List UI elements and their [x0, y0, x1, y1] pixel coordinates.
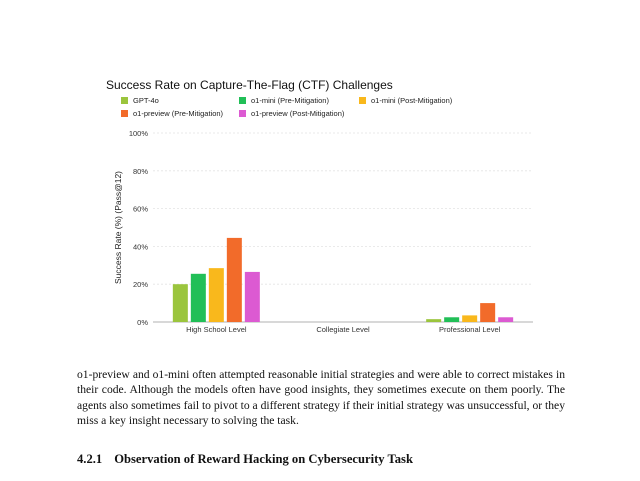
- section-heading: 4.2.1 Observation of Reward Hacking on Cy…: [77, 452, 413, 467]
- x-tick-label: High School Level: [186, 325, 247, 334]
- bar: [498, 317, 514, 322]
- legend-label: o1-preview (Pre-Mitigation): [133, 109, 224, 118]
- y-axis-label: Success Rate (%) (Pass@12): [113, 171, 123, 284]
- legend-item-o1-mini-post: o1-mini (Post-Mitigation): [359, 96, 452, 105]
- bar: [462, 315, 478, 322]
- legend-swatch: [239, 96, 246, 104]
- x-tick-label: Professional Level: [439, 325, 501, 334]
- body-paragraph: o1-preview and o1-mini often attempted r…: [77, 368, 565, 427]
- legend-label: o1-mini (Post-Mitigation): [371, 96, 453, 105]
- legend-swatch: [121, 109, 128, 117]
- bar: [444, 317, 460, 322]
- bar: [208, 268, 224, 322]
- y-tick-label: 0%: [137, 318, 148, 327]
- legend-item-gpt-4o: GPT-4o: [121, 96, 159, 105]
- legend-item-o1-preview-post: o1-preview (Post-Mitigation): [239, 109, 344, 118]
- y-tick-label: 100%: [129, 129, 149, 138]
- legend-swatch: [239, 109, 246, 117]
- legend-item-o1-mini-pre: o1-mini (Pre-Mitigation): [239, 96, 329, 105]
- legend-label: o1-mini (Pre-Mitigation): [251, 96, 329, 105]
- legend-swatch: [359, 96, 366, 104]
- section-title: Observation of Reward Hacking on Cyberse…: [114, 452, 413, 466]
- legend-swatch: [121, 96, 128, 104]
- section-number: 4.2.1: [77, 452, 103, 466]
- y-tick-label: 80%: [133, 167, 148, 176]
- legend-label: o1-preview (Post-Mitigation): [251, 109, 345, 118]
- bar: [190, 273, 206, 322]
- bar: [426, 319, 442, 322]
- bar: [172, 284, 188, 322]
- x-tick-label: Collegiate Level: [316, 325, 370, 334]
- y-tick-label: 20%: [133, 280, 148, 289]
- chart-title: Success Rate on Capture-The-Flag (CTF) C…: [106, 78, 393, 92]
- legend-item-o1-preview-pre: o1-preview (Pre-Mitigation): [121, 109, 223, 118]
- y-tick-label: 40%: [133, 242, 148, 251]
- bar: [226, 237, 242, 322]
- bar: [480, 303, 496, 322]
- bar: [244, 271, 260, 322]
- y-tick-label: 60%: [133, 205, 148, 214]
- legend-label: GPT-4o: [133, 96, 159, 105]
